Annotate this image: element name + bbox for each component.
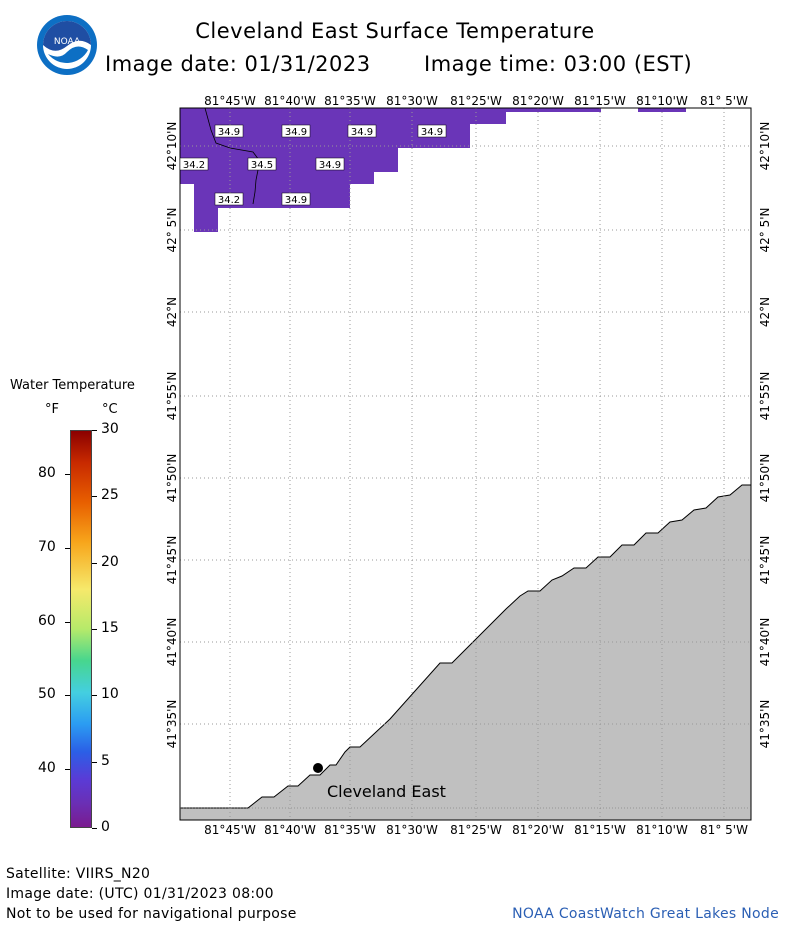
lon-label: 81°35'W bbox=[324, 94, 376, 108]
lat-label: 42°10'N bbox=[165, 122, 179, 171]
f-tick: 40 bbox=[38, 760, 56, 777]
svg-text:34.2: 34.2 bbox=[183, 160, 205, 171]
water-strip bbox=[638, 108, 686, 112]
lat-label: 41°40'N bbox=[758, 618, 772, 667]
svg-text:34.5: 34.5 bbox=[251, 160, 273, 171]
lat-label: 42°N bbox=[758, 297, 772, 327]
legend-unit-c: °C bbox=[102, 402, 118, 417]
legend-title: Water Temperature bbox=[10, 378, 135, 393]
lon-label: 81°25'W bbox=[450, 94, 502, 108]
lat-label: 41°40'N bbox=[165, 618, 179, 667]
f-tick: 70 bbox=[38, 538, 56, 555]
station-label: Cleveland East bbox=[327, 782, 446, 801]
lon-label: 81°35'W bbox=[324, 823, 376, 837]
temperature-label: 34.2 bbox=[179, 157, 209, 171]
water-strip bbox=[506, 108, 601, 112]
svg-text:34.9: 34.9 bbox=[285, 195, 307, 206]
temperature-label: 34.9 bbox=[214, 124, 244, 138]
svg-text:34.9: 34.9 bbox=[319, 160, 341, 171]
f-tick: 60 bbox=[38, 612, 56, 629]
lat-label: 41°35'N bbox=[758, 700, 772, 749]
legend-unit-f: °F bbox=[45, 402, 59, 417]
latitude-labels-left: 42°10'N 42° 5'N 42°N 41°55'N 41°50'N 41°45'N 4… bbox=[165, 122, 179, 749]
c-tick: 0 bbox=[101, 819, 110, 835]
lat-label: 41°50'N bbox=[165, 454, 179, 503]
c-tick: 15 bbox=[101, 620, 119, 636]
lat-label: 42° 5'N bbox=[165, 208, 179, 253]
lon-label: 81°20'W bbox=[512, 94, 564, 108]
lat-label: 41°55'N bbox=[758, 372, 772, 421]
lon-label: 81°25'W bbox=[450, 823, 502, 837]
c-tick: 5 bbox=[101, 752, 110, 769]
lat-label: 41°45'N bbox=[758, 536, 772, 585]
lon-label: 81°45'W bbox=[204, 94, 256, 108]
disclaimer: Not to be used for navigational purpose bbox=[6, 906, 297, 922]
temperature-labels: 34.9 34.9 34.9 34.9 34.2 34.5 34.9 34.2 34.9 bbox=[179, 124, 447, 206]
svg-text:34.9: 34.9 bbox=[421, 127, 443, 138]
satellite-info: Satellite: VIIRS_N20 bbox=[6, 866, 151, 882]
latitude-labels-right: 42°10'N 42° 5'N 42°N 41°55'N 41°50'N 41°45'N 4… bbox=[758, 122, 772, 749]
map-frame bbox=[179, 107, 752, 821]
lat-label: 42°N bbox=[165, 297, 179, 327]
lat-lon-grid bbox=[180, 108, 751, 820]
temperature-label: 34.9 bbox=[417, 124, 447, 138]
temperature-label: 34.9 bbox=[315, 157, 345, 171]
temperature-colorbar bbox=[70, 430, 92, 828]
lon-label: 81°40'W bbox=[264, 94, 316, 108]
svg-text:34.9: 34.9 bbox=[285, 127, 307, 138]
lon-label: 81°45'W bbox=[204, 823, 256, 837]
lat-label: 41°55'N bbox=[165, 372, 179, 421]
land-area bbox=[179, 484, 752, 821]
temperature-label: 34.9 bbox=[281, 192, 311, 206]
lon-label: 81°10'W bbox=[636, 823, 688, 837]
temperature-label: 34.5 bbox=[247, 157, 277, 171]
utc-date: Image date: (UTC) 01/31/2023 08:00 bbox=[6, 886, 274, 902]
lon-label: 81° 5'W bbox=[700, 94, 748, 108]
svg-text:34.9: 34.9 bbox=[218, 127, 240, 138]
lon-label: 81°20'W bbox=[512, 823, 564, 837]
svg-text:34.2: 34.2 bbox=[218, 195, 240, 206]
temperature-label: 34.9 bbox=[281, 124, 311, 138]
f-tick: 50 bbox=[38, 686, 56, 703]
shoreline bbox=[204, 107, 260, 205]
c-tick: 20 bbox=[101, 553, 119, 570]
lat-label: 41°35'N bbox=[165, 700, 179, 749]
page-title: Cleveland East Surface Temperature bbox=[195, 19, 595, 43]
c-tick: 25 bbox=[101, 487, 119, 504]
lon-label: 81°30'W bbox=[386, 823, 438, 837]
lat-label: 42°10'N bbox=[758, 122, 772, 171]
image-time: Image time: 03:00 (EST) bbox=[424, 52, 693, 76]
temperature-label: 34.2 bbox=[214, 192, 244, 206]
logo-text: NOAA bbox=[54, 37, 81, 47]
image-date: Image date: 01/31/2023 bbox=[105, 52, 371, 76]
lat-label: 41°50'N bbox=[758, 454, 772, 503]
lon-label: 81°15'W bbox=[574, 94, 626, 108]
lon-label: 81°15'W bbox=[574, 823, 626, 837]
station-marker bbox=[313, 763, 323, 773]
temperature-label: 34.9 bbox=[347, 124, 377, 138]
lon-label: 81° 5'W bbox=[700, 823, 748, 837]
longitude-labels-bottom: 81°45'W 81°40'W 81°35'W 81°30'W 81°25'W 81°20… bbox=[204, 823, 748, 837]
longitude-labels-top: 81°45'W 81°40'W 81°35'W 81°30'W 81°25'W 81°20… bbox=[204, 94, 748, 108]
lon-label: 81°10'W bbox=[636, 94, 688, 108]
c-tick: 10 bbox=[101, 686, 119, 703]
svg-text:34.9: 34.9 bbox=[351, 127, 373, 138]
lon-label: 81°40'W bbox=[264, 823, 316, 837]
lat-label: 42° 5'N bbox=[758, 208, 772, 253]
lon-label: 81°30'W bbox=[386, 94, 438, 108]
lat-label: 41°45'N bbox=[165, 536, 179, 585]
f-tick: 80 bbox=[38, 465, 56, 482]
c-tick: 30 bbox=[101, 421, 119, 437]
noaa-logo-icon: NOAA bbox=[37, 15, 97, 75]
credit-text: NOAA CoastWatch Great Lakes Node bbox=[512, 906, 779, 922]
